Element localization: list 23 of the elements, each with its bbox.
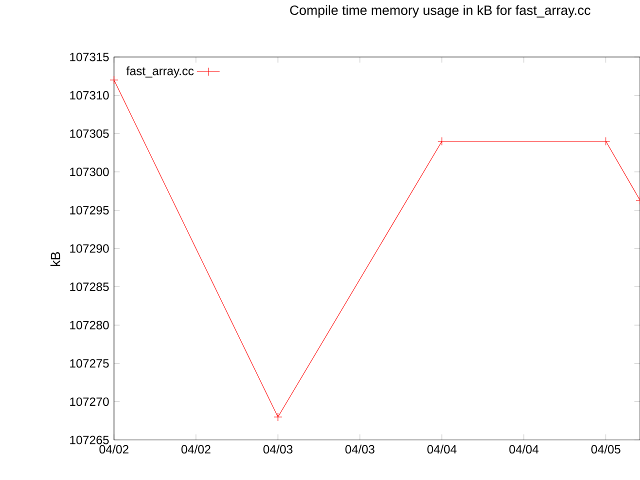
legend-label: fast_array.cc: [126, 66, 194, 78]
y-tick-label: 107290: [70, 244, 109, 253]
x-tick-label: 04/04: [509, 444, 539, 454]
y-tick-label: 107305: [70, 129, 109, 138]
chart-title: Compile time memory usage in kB for fast_array.cc: [290, 5, 590, 18]
y-axis-title: kB: [50, 252, 60, 266]
x-tick-label: 04/02: [181, 444, 210, 454]
y-tick-label: 107265: [70, 436, 109, 444]
x-tick-label: 04/03: [345, 444, 374, 454]
y-tick-label: 107315: [70, 52, 109, 62]
y-tick-label: 107285: [70, 282, 109, 292]
x-tick-label: 04/03: [263, 444, 292, 454]
x-tick-label: 04/04: [427, 444, 457, 454]
point: [110, 76, 118, 84]
y-tick-label: 107280: [70, 320, 109, 330]
y-tick-label: 107300: [70, 168, 109, 176]
y-tick-label: 107275: [70, 359, 109, 368]
y-tick-label: 107310: [70, 91, 109, 100]
x-tick-label: 04/02: [99, 444, 128, 454]
y-tick-label: 107270: [70, 397, 109, 406]
y-tick-label: 107295: [70, 206, 109, 214]
x-tick-label: 04/05: [591, 444, 620, 454]
point: [274, 412, 282, 422]
